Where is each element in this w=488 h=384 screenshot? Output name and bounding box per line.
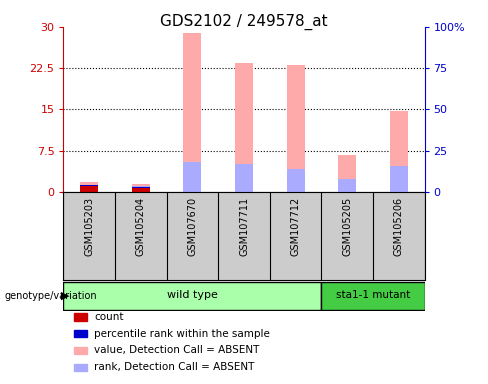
Text: ▶: ▶	[61, 291, 69, 301]
Text: count: count	[94, 312, 123, 322]
Bar	[132, 187, 150, 192]
Bar	[80, 185, 98, 187]
Text: value, Detection Call = ABSENT: value, Detection Call = ABSENT	[94, 346, 260, 356]
Bar	[338, 179, 356, 192]
Bar	[74, 364, 87, 371]
Text: GSM107670: GSM107670	[187, 197, 198, 255]
Bar	[74, 330, 87, 337]
Text: GDS2102 / 249578_at: GDS2102 / 249578_at	[160, 13, 328, 30]
FancyBboxPatch shape	[63, 282, 322, 310]
Bar	[132, 188, 150, 192]
Text: GSM105204: GSM105204	[136, 197, 146, 255]
Bar	[183, 162, 202, 192]
Text: wild type: wild type	[167, 290, 218, 300]
Text: rank, Detection Call = ABSENT: rank, Detection Call = ABSENT	[94, 362, 255, 372]
Text: GSM107712: GSM107712	[290, 197, 301, 256]
Bar	[390, 111, 408, 192]
Text: percentile rank within the sample: percentile rank within the sample	[94, 329, 270, 339]
Bar	[286, 65, 305, 192]
Bar	[74, 313, 87, 321]
Bar	[80, 185, 98, 192]
Text: sta1-1 mutant: sta1-1 mutant	[336, 290, 410, 300]
Bar	[286, 169, 305, 192]
Bar	[390, 166, 408, 192]
FancyBboxPatch shape	[322, 282, 425, 310]
Bar	[74, 347, 87, 354]
Text: GSM105206: GSM105206	[394, 197, 404, 255]
Text: GSM107711: GSM107711	[239, 197, 249, 255]
Bar	[235, 164, 253, 192]
Text: GSM105205: GSM105205	[342, 197, 352, 256]
Bar	[132, 187, 150, 188]
Text: genotype/variation: genotype/variation	[5, 291, 98, 301]
Bar	[132, 184, 150, 192]
Bar	[338, 155, 356, 192]
Bar	[80, 187, 98, 192]
Bar	[183, 33, 202, 192]
Bar	[235, 63, 253, 192]
Bar	[80, 182, 98, 192]
Text: GSM105203: GSM105203	[84, 197, 94, 255]
